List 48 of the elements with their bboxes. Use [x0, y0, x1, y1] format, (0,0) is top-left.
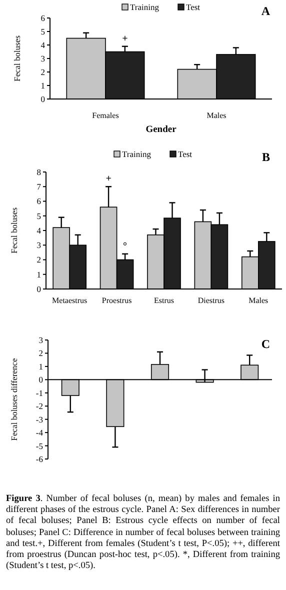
x-tick-label: Males	[206, 111, 226, 120]
y-tick-label: 3	[40, 53, 45, 64]
x-tick-label: Estrus	[154, 296, 174, 305]
y-tick-label: 0	[38, 374, 43, 385]
y-tick-label: 3	[38, 334, 43, 345]
x-tick-label: Males	[248, 296, 268, 305]
annotation: +	[106, 174, 112, 185]
chart-title: B	[262, 150, 270, 164]
y-tick-label: 4	[40, 40, 46, 50]
y-tick-label: -4	[36, 428, 44, 438]
annotation: +	[122, 33, 128, 44]
x-tick-label: Females	[92, 111, 119, 120]
y-tick-label: 0	[40, 94, 45, 104]
y-axis-title: Fecal boluses	[9, 207, 19, 254]
y-tick-label: 2	[36, 254, 41, 265]
y-axis-title: Fecal boluses difference	[9, 358, 19, 441]
y-tick-label: 8	[36, 166, 41, 177]
y-tick-label: 1	[40, 80, 45, 90]
legend-label: Test	[186, 2, 201, 12]
legend-label: Test	[178, 149, 193, 159]
caption: Figure 3. Number of fecal boluses (n, mean) by males and females in different phases of the estrous cycle. Panel A: Sex differences in number of fecal boluses; Panel B: Estrous cycle effects on number of fecal boluses; Panel C: Difference in number of fecal boluses between training and test.+, Different from females (Student’s t test, P<.05); ++, different from proestrus (Duncan post-hoc test, p<.05). *, Different from training (Student’s t test, p<.05).	[6, 494, 280, 572]
y-tick-label: 3	[36, 240, 41, 250]
y-tick-label: -1	[36, 388, 43, 398]
legend-label: Training	[130, 2, 160, 12]
x-tick-label: Proestrus	[102, 296, 132, 305]
y-tick-label: 1	[36, 269, 41, 280]
y-tick-label: 2	[38, 348, 43, 358]
y-tick-label: 6	[36, 196, 41, 206]
y-tick-label: 5	[36, 210, 41, 221]
y-tick-label: 7	[36, 182, 41, 192]
x-tick-label: Metaestrus	[52, 296, 88, 305]
y-tick-label: 2	[40, 66, 45, 77]
y-tick-label: 6	[40, 12, 45, 23]
y-tick-label: 1	[38, 361, 43, 372]
annotation: °	[123, 240, 128, 252]
y-tick-label: 4	[36, 225, 42, 236]
y-tick-label: 5	[40, 26, 45, 36]
y-tick-label: -5	[36, 440, 43, 451]
chart-title: A	[261, 4, 270, 18]
y-tick-label: -3	[36, 414, 43, 424]
x-tick-label: Diestrus	[198, 296, 225, 305]
y-tick-label: -2	[36, 401, 43, 412]
y-tick-label: 0	[36, 284, 41, 294]
y-tick-label: -6	[36, 454, 43, 464]
legend-label: Training	[122, 149, 152, 159]
x-axis-title: Gender	[146, 125, 178, 135]
y-axis-title: Fecal boluses	[12, 35, 22, 82]
chart-title: C	[261, 337, 270, 351]
